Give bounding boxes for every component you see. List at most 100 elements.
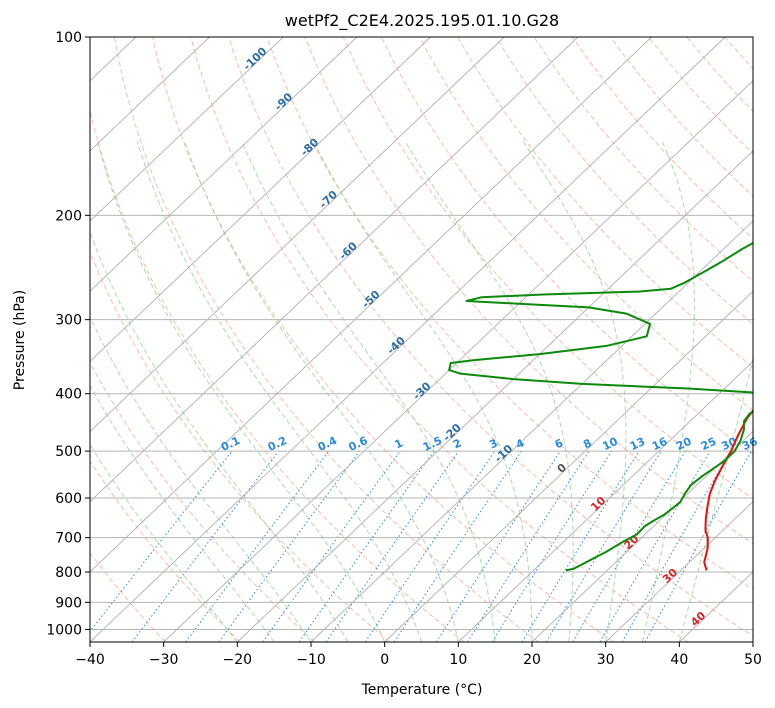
dry-adiabat [304,37,753,545]
mixing-ratio-label: 1 [393,436,405,451]
dewpoint-profile [448,241,753,572]
isotherm-label: -80 [298,135,322,158]
isotherm [90,37,431,362]
isotherm [90,37,210,152]
x-tick-label: 30 [597,652,615,668]
isotherm [458,360,753,642]
dry-adiabat [419,37,753,412]
chart-title: wetPf2_C2E4.2025.195.01.10.G28 [285,11,559,31]
isotherm-label: -100 [241,45,270,74]
isotherm [384,290,753,642]
x-tick-label: 0 [380,652,389,668]
mixing-ratio-line [298,450,435,642]
dry-adiabat [190,37,689,642]
isotherm [0,37,62,642]
isotherm-label: 30 [660,566,680,586]
y-tick-label: 300 [55,313,82,329]
dry-adiabat [228,37,753,637]
dry-adiabat [90,109,465,642]
mixing-ratio-line [185,450,330,642]
x-tick-label: −10 [296,652,326,668]
x-tick-label: −20 [223,652,253,668]
isotherm [531,430,753,642]
mixing-ratio-label: 13 [628,435,647,453]
x-axis-label: Temperature (°C) [361,682,483,698]
dry-adiabat [457,37,753,368]
background-reference-lines [0,37,775,642]
dry-adiabat [495,37,753,325]
dry-adiabat [724,37,753,70]
isotherm [237,150,753,642]
mixing-ratio-label: 36 [740,435,760,453]
isotherm-label: -30 [410,379,434,402]
isotherm [90,37,726,642]
mixing-ratio-line [325,450,460,642]
isotherm [90,37,284,222]
mixing-ratio-label: 8 [581,436,593,451]
x-tick-label: 50 [744,652,762,668]
x-tick-label: 10 [449,652,467,668]
mixing-ratio-line [218,450,361,642]
y-tick-label: 1000 [46,622,82,638]
mixing-ratio-line [131,450,280,642]
mixing-ratio-label: 10 [601,435,621,453]
y-tick-label: 800 [55,565,82,581]
y-tick-label: 100 [55,30,82,46]
x-axis-ticks: −40 −30 −20 −10 0 10 20 30 40 50 [75,642,762,668]
mixing-ratio-label: 25 [699,435,718,453]
dry-adiabat [90,361,316,642]
dry-adiabat [90,552,166,642]
isotherm-label: 40 [688,609,708,629]
x-tick-label: 40 [670,652,688,668]
y-tick-label: 700 [55,531,82,547]
isotherm [752,641,753,642]
x-tick-label: −40 [75,652,105,668]
mixing-ratio-line [491,450,613,642]
mixing-ratio-line [435,450,561,642]
mixing-ratio-line [90,450,233,633]
moist-adiabat [90,443,238,642]
mixing-ratio-label: 30 [719,435,739,453]
dry-adiabat [571,37,753,240]
y-axis-label: Pressure (hPa) [12,290,28,390]
isotherm-label: 20 [621,532,641,552]
mixing-ratio-line [262,450,401,642]
dry-adiabat [686,37,753,112]
isotherm [90,37,358,292]
dry-adiabat [113,37,540,642]
mixing-ratio-line [545,450,662,642]
dry-adiabat [533,37,753,282]
isotherm [605,501,753,642]
sounding-profiles [448,241,753,572]
dry-adiabat [90,460,241,642]
mixing-ratio-label: 2 [451,436,463,451]
isotherm [163,80,753,642]
dry-adiabat [763,37,775,642]
dry-adiabat [90,250,390,642]
isotherm [90,37,579,503]
mixing-ratio-line [521,450,640,642]
isotherm [90,37,652,573]
x-tick-label: −30 [149,652,179,668]
moist-adiabat [90,384,275,642]
plot-frame [89,36,754,643]
mixing-ratio-label: 16 [650,435,670,453]
y-tick-label: 600 [55,491,82,507]
mixing-ratio-line [621,450,732,642]
isotherm [310,220,753,642]
y-axis-ticks: 1000 900 800 700 600 500 400 300 200 100 [46,30,90,638]
mixing-ratio-line [393,450,523,642]
dry-adiabat [380,37,753,456]
isotherm-label: -60 [336,239,360,262]
y-tick-label: 900 [55,595,82,611]
mixing-ratio-line [467,450,590,642]
y-tick-label: 400 [55,387,82,403]
temperature-profile [703,409,753,571]
moist-adiabat [642,141,695,642]
isotherm-label: -40 [385,334,409,357]
dry-adiabat [151,37,614,642]
dry-adiabat [648,37,753,155]
mixing-ratio-line [364,450,496,642]
